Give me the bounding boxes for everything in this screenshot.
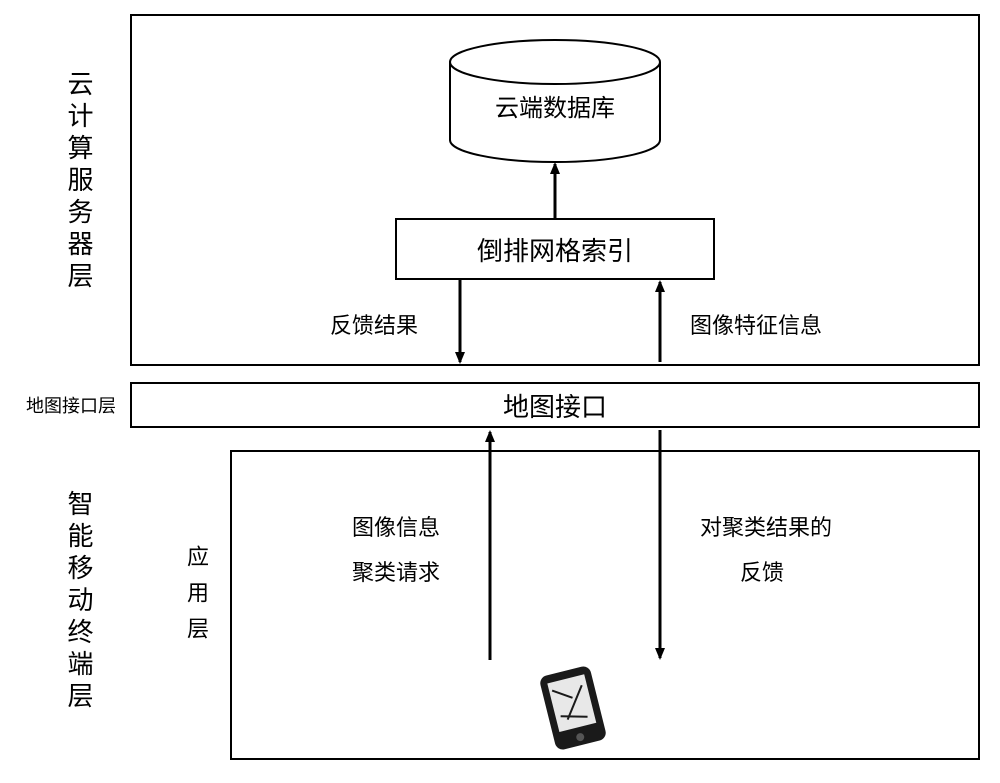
edge-label-cluster-fb-1: 对聚类结果的 bbox=[700, 510, 832, 542]
index-label: 倒排网格索引 bbox=[477, 231, 633, 268]
layer-label-cloud: 云计算服务器层 bbox=[60, 70, 97, 294]
terminal-layer-box bbox=[230, 450, 980, 760]
index-node: 倒排网格索引 bbox=[395, 218, 715, 280]
layer-label-terminal: 智能移动终端层 bbox=[60, 490, 97, 714]
layer-sublabel-app: 应用层 bbox=[180, 545, 212, 653]
edge-label-image-info-1: 图像信息 bbox=[352, 510, 440, 542]
edge-label-image-info-2: 聚类请求 bbox=[352, 555, 440, 587]
database-label: 云端数据库 bbox=[495, 88, 615, 123]
layer-label-map: 地图接口层 bbox=[26, 392, 116, 418]
map-interface-box: 地图接口 bbox=[130, 382, 980, 428]
map-interface-label: 地图接口 bbox=[503, 387, 607, 424]
cloud-layer-box bbox=[130, 14, 980, 366]
edge-label-feedback-result: 反馈结果 bbox=[330, 308, 418, 340]
edge-label-image-feature: 图像特征信息 bbox=[690, 308, 822, 340]
diagram-canvas: 云计算服务器层 云端数据库 倒排网格索引 地图接口层 地图接口 智能移动终端层 … bbox=[0, 0, 1000, 783]
edge-label-cluster-fb-2: 反馈 bbox=[740, 555, 784, 587]
